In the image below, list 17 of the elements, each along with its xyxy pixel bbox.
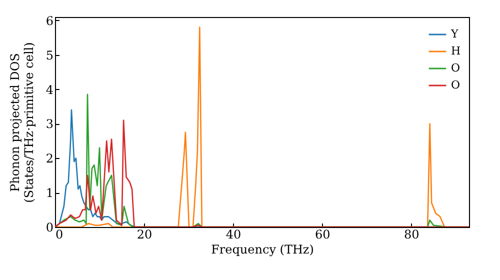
legend-label: O — [451, 62, 460, 74]
x-tick-label: 40 — [226, 228, 242, 242]
x-tick-label: 60 — [314, 228, 330, 242]
y-tick-label: 4 — [46, 82, 54, 97]
x-axis-title: Frequency (THz) — [211, 242, 314, 256]
y-tick-label: 6 — [46, 14, 54, 28]
y-tick-label: 5 — [46, 48, 54, 62]
y-axis-title: Phonon projected DOS (States/THz·primitive cell) — [8, 42, 36, 203]
y-tick-label: 2 — [46, 152, 54, 166]
legend-label: Y — [450, 28, 459, 40]
legend-label: O — [451, 78, 460, 92]
legend-label: H — [451, 44, 461, 58]
y-tick-label: 3 — [46, 117, 54, 132]
y-tick-label: 1 — [46, 186, 54, 200]
x-tick-label: 80 — [404, 228, 420, 242]
x-tick-label: 20 — [136, 228, 152, 242]
x-tick-label: 0 — [56, 228, 64, 242]
